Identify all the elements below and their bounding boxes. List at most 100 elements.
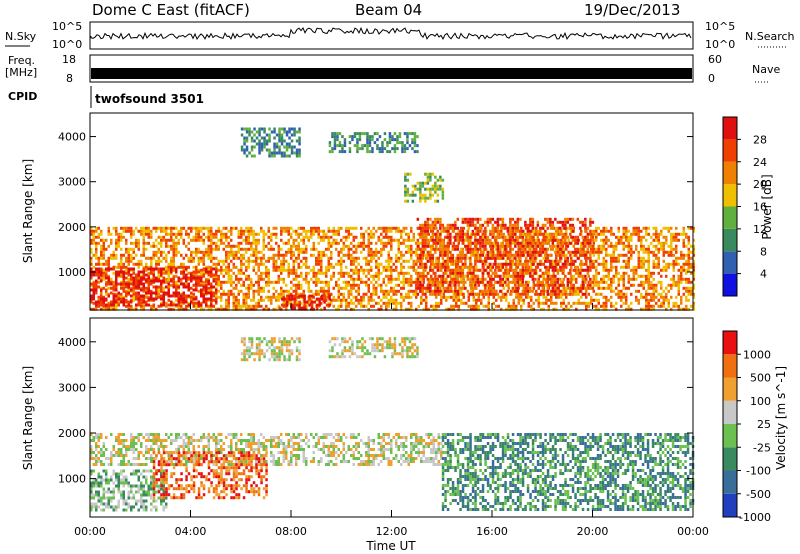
heatmap-cell [202,300,205,304]
heatmap-cell [471,229,475,233]
heatmap-cell [117,270,120,274]
heatmap-cell [426,241,430,245]
heatmap-cell [140,307,143,311]
heatmap-cell [255,238,258,242]
heatmap-cell [582,301,585,305]
heatmap-cell [449,274,452,278]
heatmap-cell [521,265,525,269]
heatmap-cell [486,271,490,275]
heatmap-cell [162,229,165,233]
heatmap-cell [325,289,328,293]
heatmap-cell [192,235,195,239]
heatmap-cell [337,229,340,233]
heatmap-cell [180,270,183,274]
heatmap-cell [431,277,435,281]
heatmap-cell [120,282,123,286]
heatmap-cell [436,235,440,239]
heatmap-cell [519,232,522,236]
heatmap-cell [362,247,365,251]
heatmap-cell [185,307,188,311]
heatmap-cell [117,295,120,299]
heatmap-cell [182,276,185,280]
heatmap-cell [439,223,442,227]
heatmap-cell [551,265,555,269]
heatmap-cell [260,256,263,260]
heatmap-cell [290,232,293,236]
heatmap-cell [92,253,95,257]
heatmap-cell [187,265,190,269]
heatmap-cell [280,297,284,301]
heatmap-cell [400,286,403,290]
heatmap-cell [415,247,418,251]
heatmap-cell [280,229,283,233]
heatmap-cell [472,307,475,311]
heatmap-cell [325,247,328,251]
heatmap-cell [514,271,517,275]
heatmap-cell [430,262,433,266]
heatmap-cell [310,232,313,236]
heatmap-cell [466,271,470,275]
heatmap-cell [235,244,238,248]
heatmap-cell [277,298,280,302]
heatmap-cell [317,235,320,239]
heatmap-cell [475,268,478,272]
heatmap-cell [544,271,547,275]
heatmap-cell [504,280,507,284]
heatmap-cell [320,307,323,311]
heatmap-cell [420,298,423,302]
heatmap-cell [127,273,130,277]
heatmap-cell [655,301,658,305]
heatmap-cell [107,307,110,311]
heatmap-cell [645,307,648,311]
heatmap-cell [187,303,190,307]
heatmap-cell [312,226,315,230]
heatmap-cell [342,244,345,248]
heatmap-cell [436,283,440,287]
heatmap-cell [90,259,93,263]
heatmap-cell [340,262,343,266]
heatmap-cell [415,289,418,293]
heatmap-cell [220,298,223,302]
heatmap-cell [455,256,458,260]
heatmap-cell [555,262,558,266]
heatmap-cell [500,226,503,230]
heatmap-cell [360,298,363,302]
heatmap-cell [519,235,522,239]
heatmap-cell [429,283,432,287]
heatmap-cell [317,250,320,254]
heatmap-cell [640,247,643,251]
heatmap-cell [640,259,643,263]
heatmap-cell [597,292,600,296]
heatmap-cell [305,271,308,275]
heatmap-cell [295,289,298,293]
heatmap-cell [187,247,190,251]
heatmap-cell [150,270,153,274]
heatmap-cell [434,220,437,224]
heatmap-cell [459,271,462,275]
heatmap-cell [516,292,520,296]
heatmap-cell [162,271,165,275]
heatmap-cell [525,244,528,248]
heatmap-cell [446,226,450,230]
heatmap-cell [481,265,485,269]
heatmap-cell [595,280,598,284]
heatmap-cell [565,253,568,257]
heatmap-cell [305,229,308,233]
heatmap-cell [340,271,343,275]
heatmap-cell [499,223,502,227]
heatmap-cell [477,298,480,302]
heatmap-cell [240,283,243,287]
heatmap-cell [600,232,603,236]
heatmap-cell [424,262,427,266]
heatmap-cell [165,270,168,274]
heatmap-cell [180,253,183,257]
heatmap-cell [180,292,183,296]
heatmap-cell [235,265,238,269]
heatmap-cell [590,235,593,239]
heatmap-cell [647,283,650,287]
heatmap-cell [130,298,133,302]
heatmap-cell [152,303,155,307]
heatmap-cell [312,229,315,233]
heatmap-cell [502,280,505,284]
station-title: Dome C East (fitACF) [92,1,250,19]
